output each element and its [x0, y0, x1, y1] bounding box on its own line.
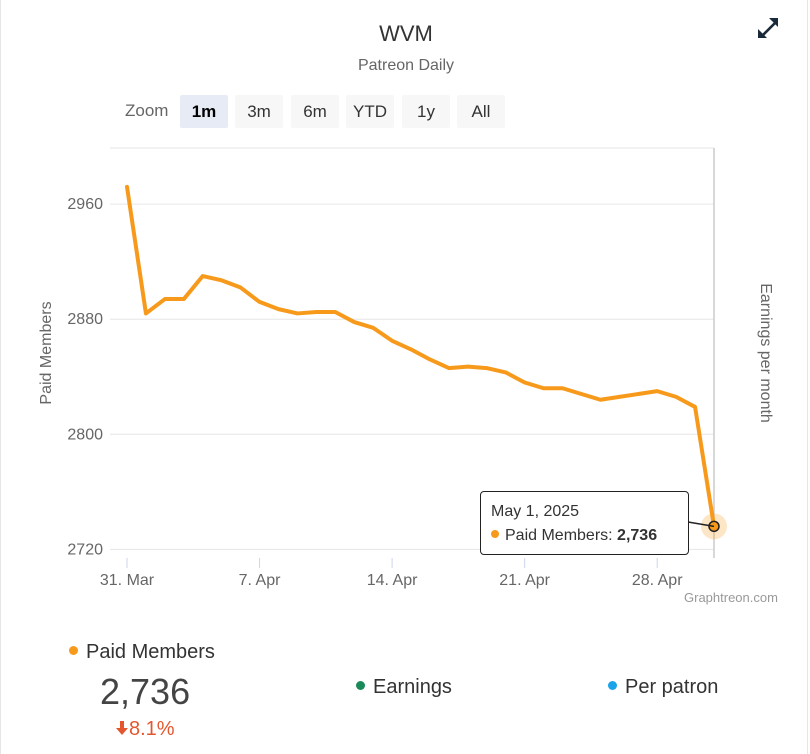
paid-members-dot — [69, 646, 78, 656]
earnings-dot — [356, 681, 365, 691]
chart-subtitle: Patreon Daily — [357, 57, 455, 74]
zoom-3m-button[interactable]: 3m — [235, 95, 283, 128]
line-chart: 2720 2800 2880 2960 31. Mar 7. Apr 14. Apr 21.… — [38, 147, 774, 589]
x-tick-label: 28. Apr — [632, 572, 683, 589]
tooltip-date: May 1, 2025 — [491, 503, 580, 520]
x-tick-label: 21. Apr — [499, 572, 550, 589]
zoom-label: Zoom — [125, 101, 169, 120]
grid-lines — [110, 147, 714, 550]
legend-earnings[interactable]: Earnings — [356, 676, 452, 699]
arrow-down-icon — [115, 719, 129, 735]
per-patron-dot — [608, 681, 617, 691]
x-axis-ticks: 31. Mar 7. Apr 14. Apr 21. Apr 28. Apr — [100, 558, 683, 589]
paid-members-value: 2,736 — [100, 671, 191, 712]
zoom-6m-button[interactable]: 6m — [291, 95, 339, 128]
tooltip-series-dot — [491, 529, 499, 538]
x-tick-label: 14. Apr — [367, 572, 418, 589]
y-tick-label: 2720 — [67, 541, 103, 558]
zoom-1m-button[interactable]: 1m — [180, 95, 228, 128]
tooltip-connector — [687, 521, 715, 528]
change-value: 8.1% — [129, 718, 175, 740]
x-tick-label: 31. Mar — [100, 572, 155, 589]
tooltip-series-line: Paid Members: 2,736 — [491, 527, 678, 545]
tooltip-series-name: Paid Members: — [505, 527, 613, 544]
change-indicator: 8.1% — [115, 718, 175, 741]
legend-per-patron[interactable]: Per patron — [608, 676, 718, 699]
y-axis-label: Paid Members — [38, 301, 55, 404]
zoom-1y-button[interactable]: 1y — [402, 95, 450, 128]
y-tick-label: 2800 — [67, 426, 103, 443]
zoom-all-button[interactable]: All — [457, 95, 505, 128]
chart-title: WVM — [379, 21, 433, 46]
zoom-ytd-button[interactable]: YTD — [346, 95, 394, 128]
series-line — [125, 184, 716, 529]
tooltip: May 1, 2025 Paid Members: 2,736 — [480, 491, 689, 555]
credit-link[interactable]: Graphtreon.com — [684, 590, 778, 605]
legend-paid-members[interactable]: Paid Members — [69, 641, 215, 664]
y-tick-label: 2880 — [67, 311, 103, 328]
y-tick-label: 2960 — [67, 196, 103, 213]
y-axis-label-right: Earnings per month — [757, 283, 774, 423]
x-tick-label: 7. Apr — [239, 572, 281, 589]
paid-members-label: Paid Members — [86, 641, 215, 663]
tooltip-value: 2,736 — [617, 527, 658, 544]
y-axis-ticks: 2720 2800 2880 2960 — [67, 196, 103, 558]
earnings-label: Earnings — [373, 676, 452, 698]
expand-arrows-icon[interactable] — [754, 14, 784, 44]
series-paid-members — [125, 184, 727, 540]
per-patron-label: Per patron — [625, 676, 719, 698]
